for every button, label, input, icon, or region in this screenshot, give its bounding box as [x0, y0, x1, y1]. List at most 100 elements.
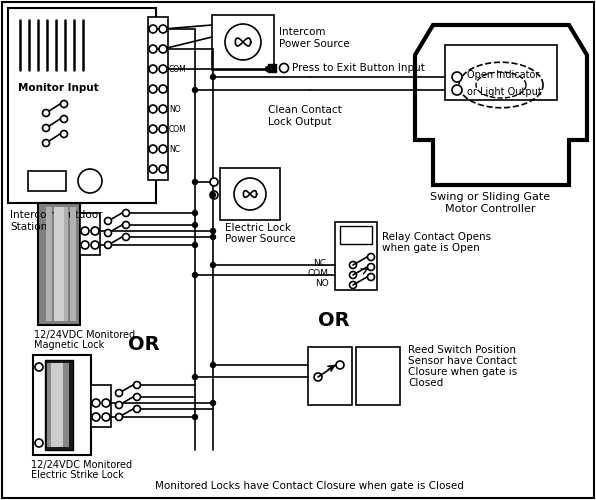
Bar [33, 355, 91, 455]
Circle shape [349, 282, 356, 288]
Circle shape [193, 374, 197, 380]
Bar [54, 207, 64, 321]
Text: Relay Contact Opens: Relay Contact Opens [382, 232, 491, 242]
Circle shape [61, 100, 67, 107]
Bar [212, 15, 274, 70]
Circle shape [234, 178, 266, 210]
Text: Electric Strike Lock: Electric Strike Lock [31, 470, 124, 480]
Circle shape [349, 272, 356, 278]
Circle shape [149, 45, 157, 53]
Circle shape [149, 85, 157, 93]
Circle shape [159, 125, 167, 133]
Text: COM: COM [307, 270, 328, 278]
Circle shape [265, 66, 271, 71]
Text: Station: Station [10, 222, 47, 232]
Circle shape [193, 180, 197, 184]
Text: Motor Controller: Motor Controller [445, 204, 535, 214]
Circle shape [92, 413, 100, 421]
Circle shape [452, 85, 462, 95]
Bar [268, 64, 276, 72]
Circle shape [193, 88, 197, 92]
Bar [28, 171, 66, 191]
Circle shape [116, 402, 123, 408]
Circle shape [368, 254, 374, 260]
Text: 12/24VDC Monitored: 12/24VDC Monitored [34, 330, 135, 340]
Circle shape [314, 373, 322, 381]
Bar [38, 203, 80, 325]
Circle shape [134, 382, 141, 388]
Bar [62, 207, 68, 321]
Circle shape [210, 362, 216, 368]
Circle shape [210, 74, 216, 80]
Circle shape [134, 394, 141, 400]
Circle shape [102, 413, 110, 421]
Circle shape [193, 222, 197, 228]
Text: or Light Output: or Light Output [467, 87, 542, 97]
Bar [148, 17, 168, 180]
Circle shape [210, 192, 216, 198]
Text: Electric Lock: Electric Lock [225, 223, 291, 233]
Circle shape [452, 72, 462, 82]
Text: Power Source: Power Source [225, 234, 296, 244]
Text: NC: NC [313, 260, 326, 268]
Circle shape [149, 165, 157, 173]
Bar [445, 45, 557, 100]
Bar [220, 168, 280, 220]
Text: Swing or Sliding Gate: Swing or Sliding Gate [430, 192, 550, 202]
Text: Intercom Outdoor: Intercom Outdoor [10, 210, 103, 220]
Text: 12/24VDC Monitored: 12/24VDC Monitored [31, 460, 132, 470]
Text: Intercom: Intercom [279, 27, 325, 37]
Circle shape [210, 234, 216, 240]
Circle shape [35, 363, 43, 371]
Circle shape [123, 210, 129, 216]
Bar [80, 213, 100, 255]
Circle shape [61, 130, 67, 138]
Circle shape [159, 65, 167, 73]
Circle shape [92, 399, 100, 407]
Text: Magnetic Lock: Magnetic Lock [34, 340, 104, 350]
Circle shape [210, 228, 216, 234]
Circle shape [61, 116, 67, 122]
Circle shape [149, 65, 157, 73]
Text: OR: OR [128, 336, 160, 354]
Circle shape [159, 85, 167, 93]
Text: NO: NO [315, 280, 329, 288]
Text: COM: COM [169, 64, 187, 74]
Bar [54, 207, 60, 321]
Text: Closed: Closed [408, 378, 443, 388]
Text: NO: NO [169, 104, 181, 114]
Bar [340, 226, 372, 244]
Circle shape [123, 234, 129, 240]
Circle shape [149, 105, 157, 113]
Circle shape [149, 125, 157, 133]
Circle shape [42, 140, 49, 146]
Circle shape [159, 105, 167, 113]
Circle shape [336, 361, 344, 369]
Bar [45, 360, 73, 450]
Text: Lock Output: Lock Output [268, 117, 331, 127]
Polygon shape [415, 25, 587, 185]
Text: COM: COM [169, 124, 187, 134]
Circle shape [91, 241, 99, 249]
Circle shape [102, 399, 110, 407]
Circle shape [210, 178, 218, 186]
Circle shape [159, 45, 167, 53]
Circle shape [42, 110, 49, 116]
Text: Monitored Locks have Contact Closure when gate is Closed: Monitored Locks have Contact Closure whe… [155, 481, 464, 491]
Circle shape [193, 210, 197, 216]
Circle shape [116, 390, 123, 396]
Circle shape [149, 145, 157, 153]
Circle shape [193, 242, 197, 248]
Circle shape [225, 24, 261, 60]
Circle shape [91, 227, 99, 235]
Circle shape [159, 145, 167, 153]
Circle shape [368, 264, 374, 270]
Circle shape [280, 64, 288, 72]
Circle shape [35, 439, 43, 447]
Circle shape [104, 230, 111, 236]
Text: Sensor have Contact: Sensor have Contact [408, 356, 517, 366]
Circle shape [193, 414, 197, 420]
Circle shape [210, 400, 216, 406]
Circle shape [104, 218, 111, 224]
Circle shape [123, 222, 129, 228]
